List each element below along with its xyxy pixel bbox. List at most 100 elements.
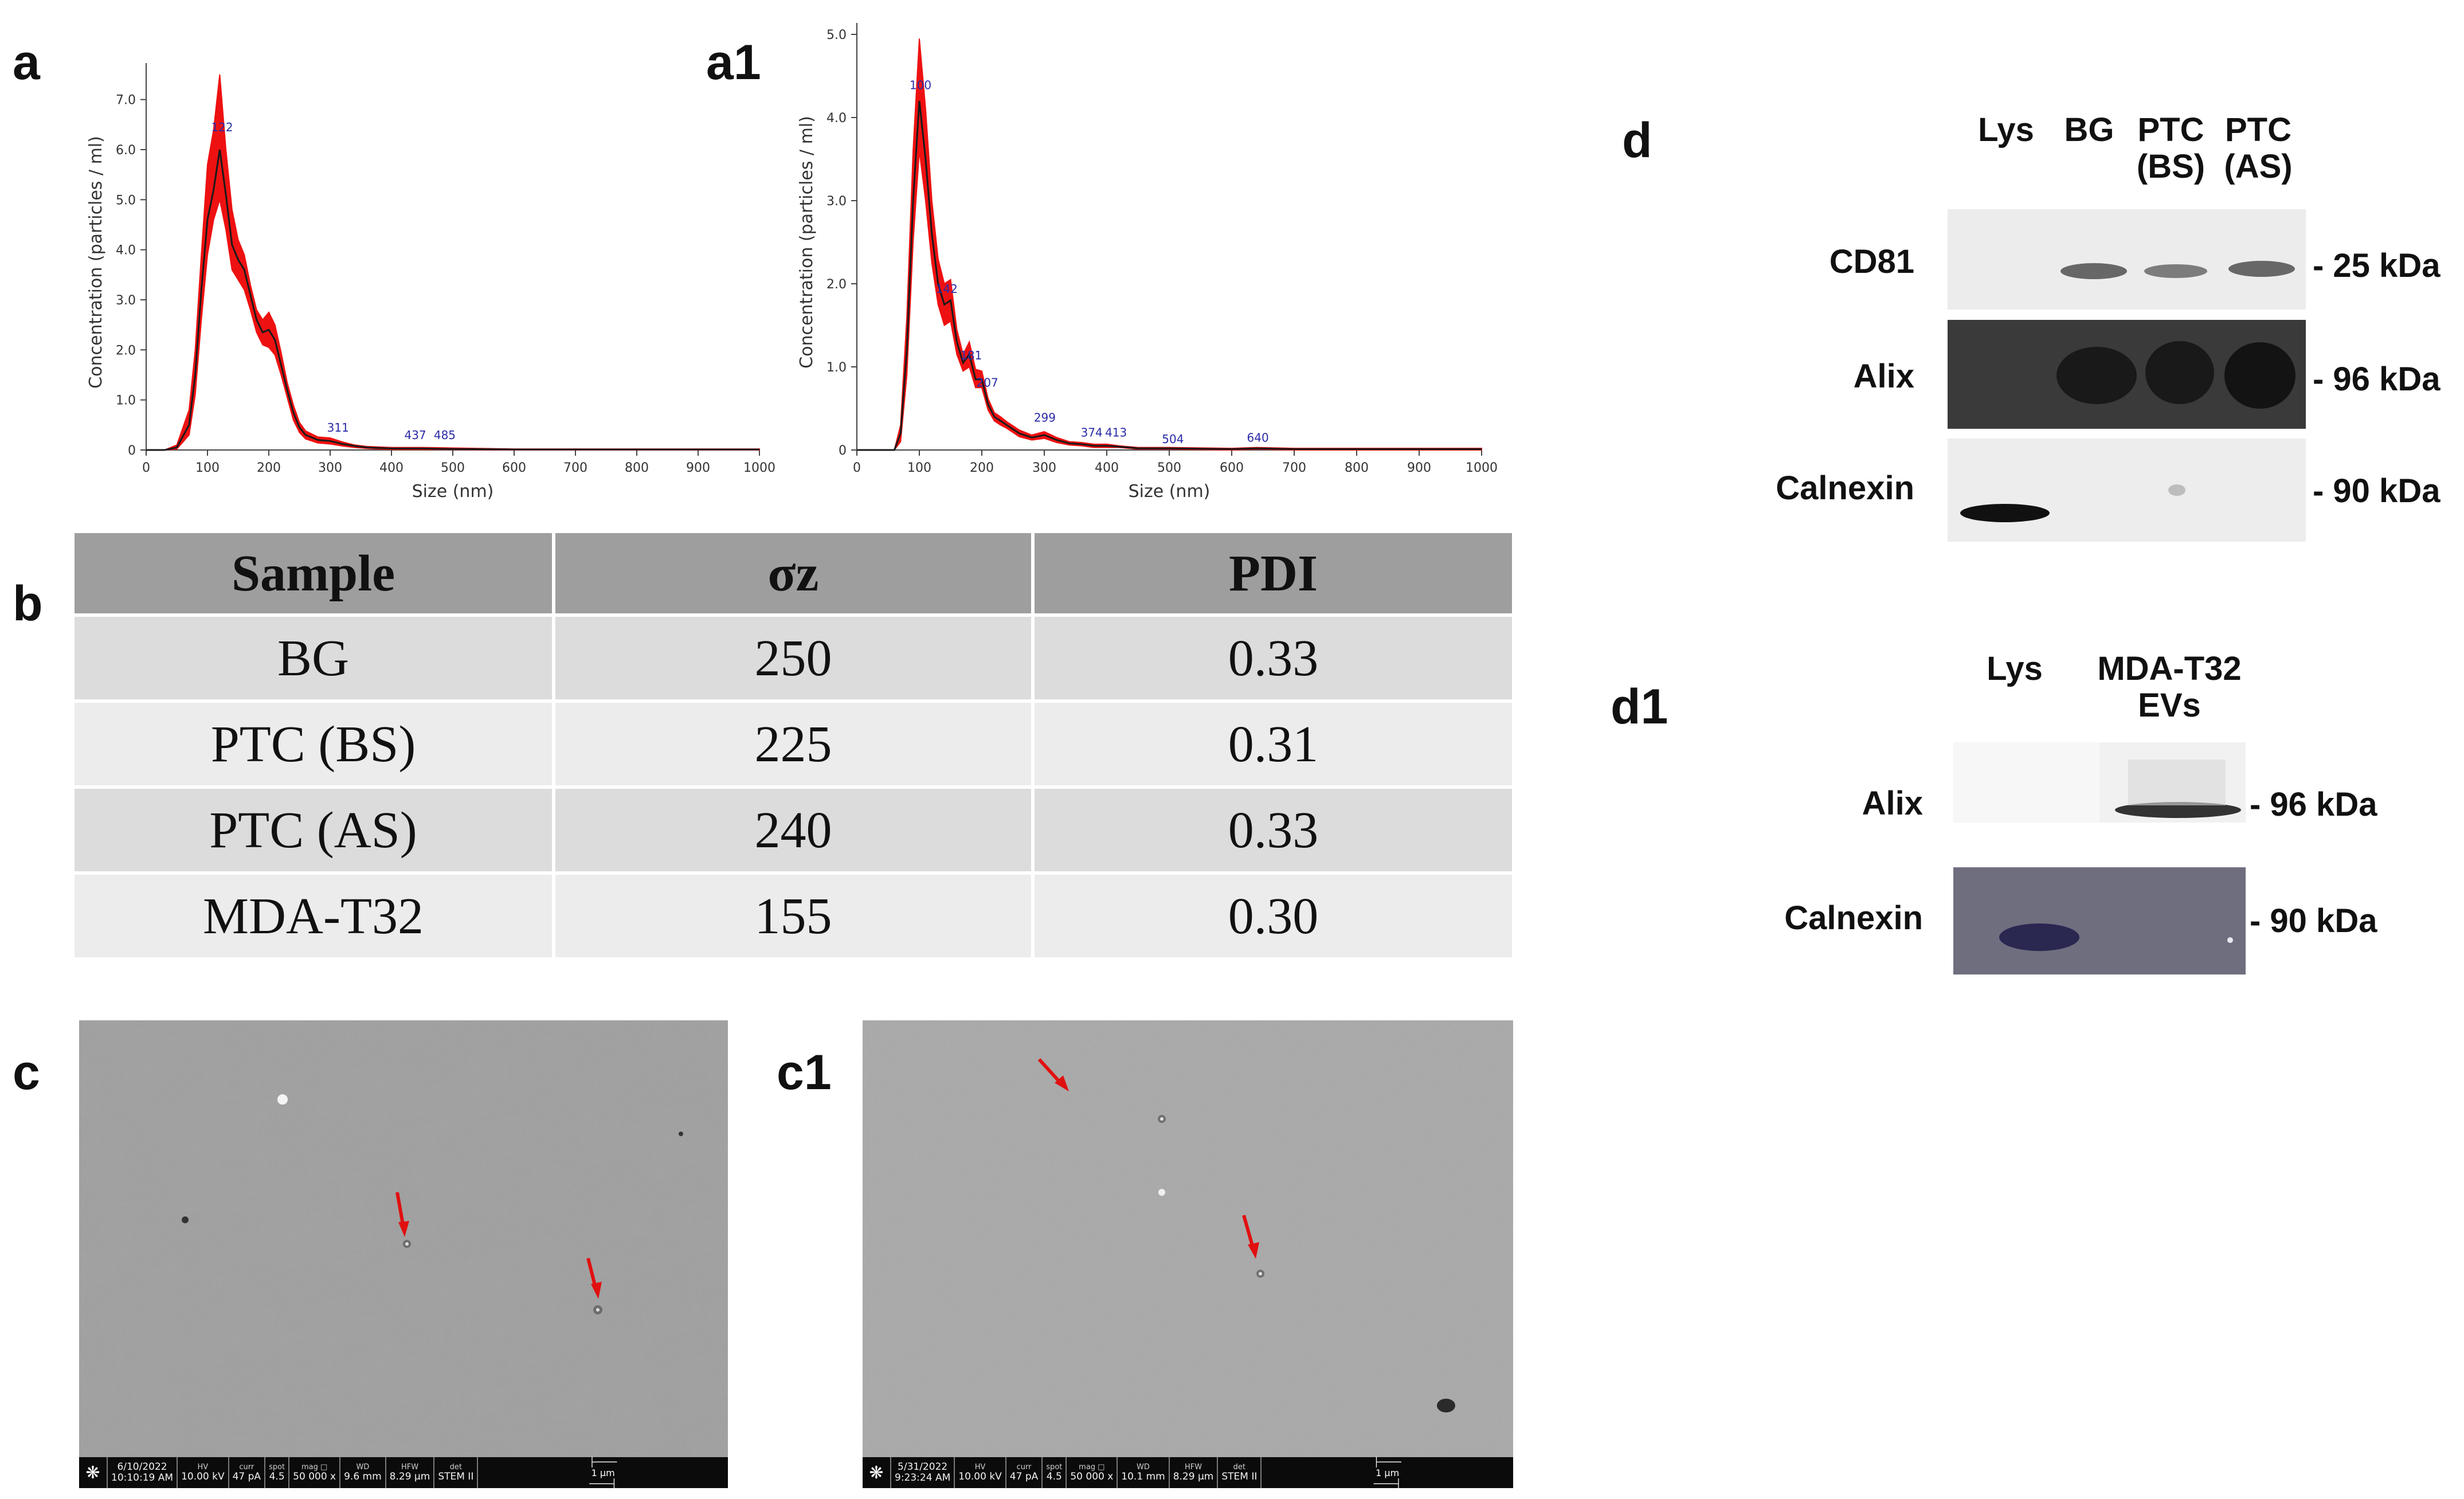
panel-label-c: c: [13, 1045, 40, 1100]
blot-band: [1960, 504, 2050, 522]
x-axis-label: Size (nm): [1129, 482, 1211, 502]
table-cell: MDA-T32: [75, 873, 555, 961]
sem-curr: curr 47 pA: [1005, 1457, 1041, 1488]
marker-96kda-d1: - 96 kDa: [2250, 786, 2377, 823]
nta-chart-a: 0 100 200 300 400 500 600 700 800 900 1000 0 1.0 2.0 3…: [86, 63, 775, 502]
x-tick-label: 200: [970, 461, 994, 475]
x-tick-label: 200: [257, 461, 281, 475]
table-cell: 225: [554, 701, 1035, 789]
y-tick-label: 3.0: [826, 194, 847, 209]
y-tick-label: 6.0: [116, 143, 136, 158]
error-band: [146, 74, 760, 451]
blot-band: [2145, 341, 2214, 404]
table-header-sample: Sample: [75, 533, 555, 617]
peak-label: 504: [1162, 432, 1184, 446]
y-tick-label: 0: [128, 444, 136, 458]
sem-curr: curr 47 pA: [228, 1457, 264, 1488]
peak-label: 374: [1081, 426, 1103, 440]
table-cell: BG: [75, 615, 555, 703]
peak-label: 640: [1247, 430, 1269, 444]
lane-label-bg: BG: [2064, 111, 2114, 148]
x-tick-label: 700: [1282, 461, 1306, 475]
blot-band: [2144, 264, 2207, 278]
y-axis-label: Concentration (particles / ml): [86, 136, 106, 389]
y-tick-label: 3.0: [116, 293, 136, 308]
panel-label-a1: a1: [706, 35, 761, 90]
sem-noise: [79, 1020, 728, 1487]
sem-hv: HV 10.00 kV: [177, 1457, 228, 1488]
blot-band: [2060, 263, 2127, 279]
sem-image-c1: [863, 1020, 1513, 1487]
y-tick-label: 2.0: [826, 277, 847, 292]
row-label-alix-d1: Alix: [1862, 785, 1923, 822]
x-tick-label: 0: [142, 461, 150, 475]
y-tick-label: 4.0: [116, 244, 136, 258]
sem-scale-bar: ├──── 1 μm ────┤: [477, 1457, 728, 1489]
blot-band: [2056, 347, 2137, 404]
fei-logo-icon: ❋: [869, 1462, 884, 1483]
marker-90kda: - 90 kDa: [2313, 472, 2441, 510]
y-tick-label: 5.0: [826, 28, 847, 42]
x-tick-label: 900: [686, 461, 710, 475]
y-tick-label: 0: [839, 444, 847, 458]
table-header-pdi: PDI: [1033, 533, 1512, 617]
table-header-sigma: σz: [554, 533, 1035, 617]
blot-band: [2228, 261, 2295, 277]
y-axis-label: Concentration (particles / ml): [797, 116, 817, 369]
panel-label-d1: d1: [1611, 679, 1668, 734]
sem-vesicle-core: [596, 1308, 600, 1312]
x-tick-label: 300: [1032, 461, 1056, 475]
x-tick-label: 400: [1095, 461, 1119, 475]
sem-date: 5/31/2022 9:23:24 AM: [890, 1457, 954, 1488]
peak-label: 437: [404, 428, 426, 442]
nta-chart-a1: 0 100 200 300 400 500 600 700 800 900 1000 0 1.0 2.0 3…: [797, 23, 1498, 502]
sem-spot: spot 4.5: [264, 1457, 288, 1488]
sem-spot: spot 4.5: [1041, 1457, 1065, 1488]
sem-info-bar-c: ❋ 6/10/2022 10:10:19 AM HV 10.00 kV curr 47…: [79, 1457, 728, 1489]
lane-label-ptc-bs: PTC (BS): [2136, 111, 2206, 185]
western-blot-d: [1948, 209, 2306, 542]
x-tick-label: 500: [1157, 461, 1181, 475]
peak-label: 413: [1105, 426, 1127, 440]
peak-label: 485: [434, 428, 456, 442]
peak-label: 299: [1034, 411, 1056, 425]
blot-speck: [2227, 937, 2233, 943]
panel-label-a: a: [13, 35, 40, 90]
sem-vesicle-core: [1160, 1117, 1164, 1121]
table-cell: 155: [554, 873, 1035, 961]
red-arrow-icon: [395, 1192, 409, 1237]
sem-dark-speck: [679, 1132, 683, 1136]
blot-faint-spot: [2168, 484, 2185, 496]
sem-hv: HV 10.00 kV: [954, 1457, 1005, 1488]
sem-scale-bar: ├──── 1 μm ────┤: [1260, 1457, 1513, 1489]
table-cell: 250: [554, 615, 1035, 703]
table-row: BG 250 0.33: [75, 615, 1512, 703]
table-cell: 0.33: [1033, 787, 1512, 875]
sem-bright-speck: [277, 1094, 288, 1105]
sem-info-bar-c1: ❋ 5/31/2022 9:23:24 AM HV 10.00 kV curr 47 …: [863, 1457, 1513, 1489]
sem-mag: mag □ 50 000 x: [288, 1457, 339, 1488]
row-label-cd81: CD81: [1829, 243, 1914, 280]
blot-smear: [2128, 760, 2226, 805]
panel-label-c1: c1: [777, 1045, 832, 1100]
table-row: MDA-T32 155 0.30: [75, 873, 1512, 961]
x-axis-label: Size (nm): [412, 482, 494, 502]
x-tick-label: 400: [379, 461, 404, 475]
row-label-calnexin-d1: Calnexin: [1784, 899, 1923, 937]
y-tick-label: 1.0: [116, 394, 136, 408]
sem-bright-speck: [1158, 1189, 1165, 1196]
fei-logo-icon: ❋: [85, 1462, 100, 1483]
y-tick-label: 2.0: [116, 343, 136, 358]
table-row: PTC (BS) 225 0.31: [75, 701, 1512, 789]
table-cell: 0.30: [1033, 873, 1512, 961]
x-tick-label: 700: [563, 461, 587, 475]
panel-label-b: b: [13, 576, 43, 631]
sem-mag: mag □ 50 000 x: [1065, 1457, 1117, 1488]
panel-label-d: d: [1622, 113, 1652, 168]
peak-label: 311: [327, 421, 349, 435]
peak-label: 100: [910, 79, 931, 92]
x-tick-label: 800: [625, 461, 649, 475]
sem-dark-speck: [1437, 1399, 1455, 1412]
table-cell: 0.31: [1033, 701, 1512, 789]
y-tick-label: 1.0: [826, 361, 847, 375]
